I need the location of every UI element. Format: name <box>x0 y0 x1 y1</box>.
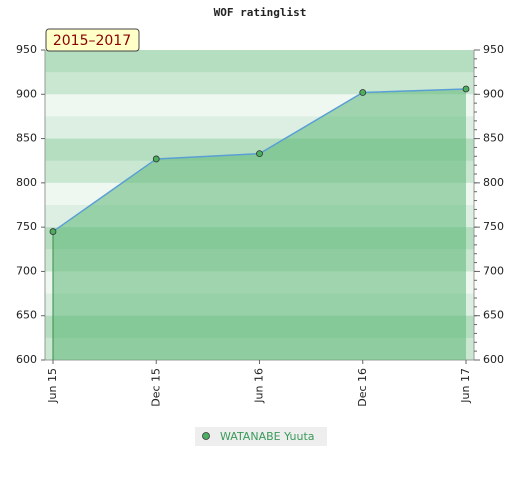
chart-title: WOF ratinglist <box>214 6 307 19</box>
y-tick-label: 900 <box>16 87 37 100</box>
y-tick-label: 750 <box>16 220 37 233</box>
x-tick-label: Dec 16 <box>356 368 369 407</box>
point <box>256 150 263 158</box>
area <box>53 88 466 360</box>
band <box>45 50 474 73</box>
point <box>359 89 367 96</box>
x-tick-label: Jun 15 <box>46 368 59 404</box>
badge: 2015–2017 <box>53 33 131 49</box>
y2-tick-label: 900 <box>483 87 504 100</box>
y2-tick-label: 850 <box>483 132 504 145</box>
y2-tick-label: 700 <box>483 264 504 277</box>
x-tick-label: Jun 16 <box>253 368 266 404</box>
legend-marker <box>202 432 210 440</box>
y-tick-label: 700 <box>16 264 37 277</box>
band <box>45 72 474 95</box>
y2-tick-label: 800 <box>483 176 504 189</box>
x-tick-label: Dec 15 <box>149 368 162 407</box>
legend-box <box>195 427 327 446</box>
y2-tick-label: 650 <box>483 309 504 322</box>
y-tick-label: 600 <box>16 353 37 366</box>
y2-tick-label: 750 <box>483 220 504 233</box>
point <box>152 155 160 163</box>
x-tick-label: Jun 17 <box>459 368 472 404</box>
legend-label: WATANABE Yuuta <box>220 430 315 443</box>
badge-box <box>45 28 140 52</box>
point <box>49 228 57 235</box>
y2-tick-label: 950 <box>483 43 504 56</box>
y-tick-label: 850 <box>16 132 37 145</box>
y-tick-label: 950 <box>16 43 37 56</box>
y-tick-label: 800 <box>16 176 37 189</box>
point <box>462 85 470 93</box>
y2-tick-label: 600 <box>483 353 504 366</box>
y-tick-label: 650 <box>16 309 37 322</box>
plot: 600 600 650 650 700 700 750 750 800 800 850 850 900 9… <box>16 43 504 407</box>
